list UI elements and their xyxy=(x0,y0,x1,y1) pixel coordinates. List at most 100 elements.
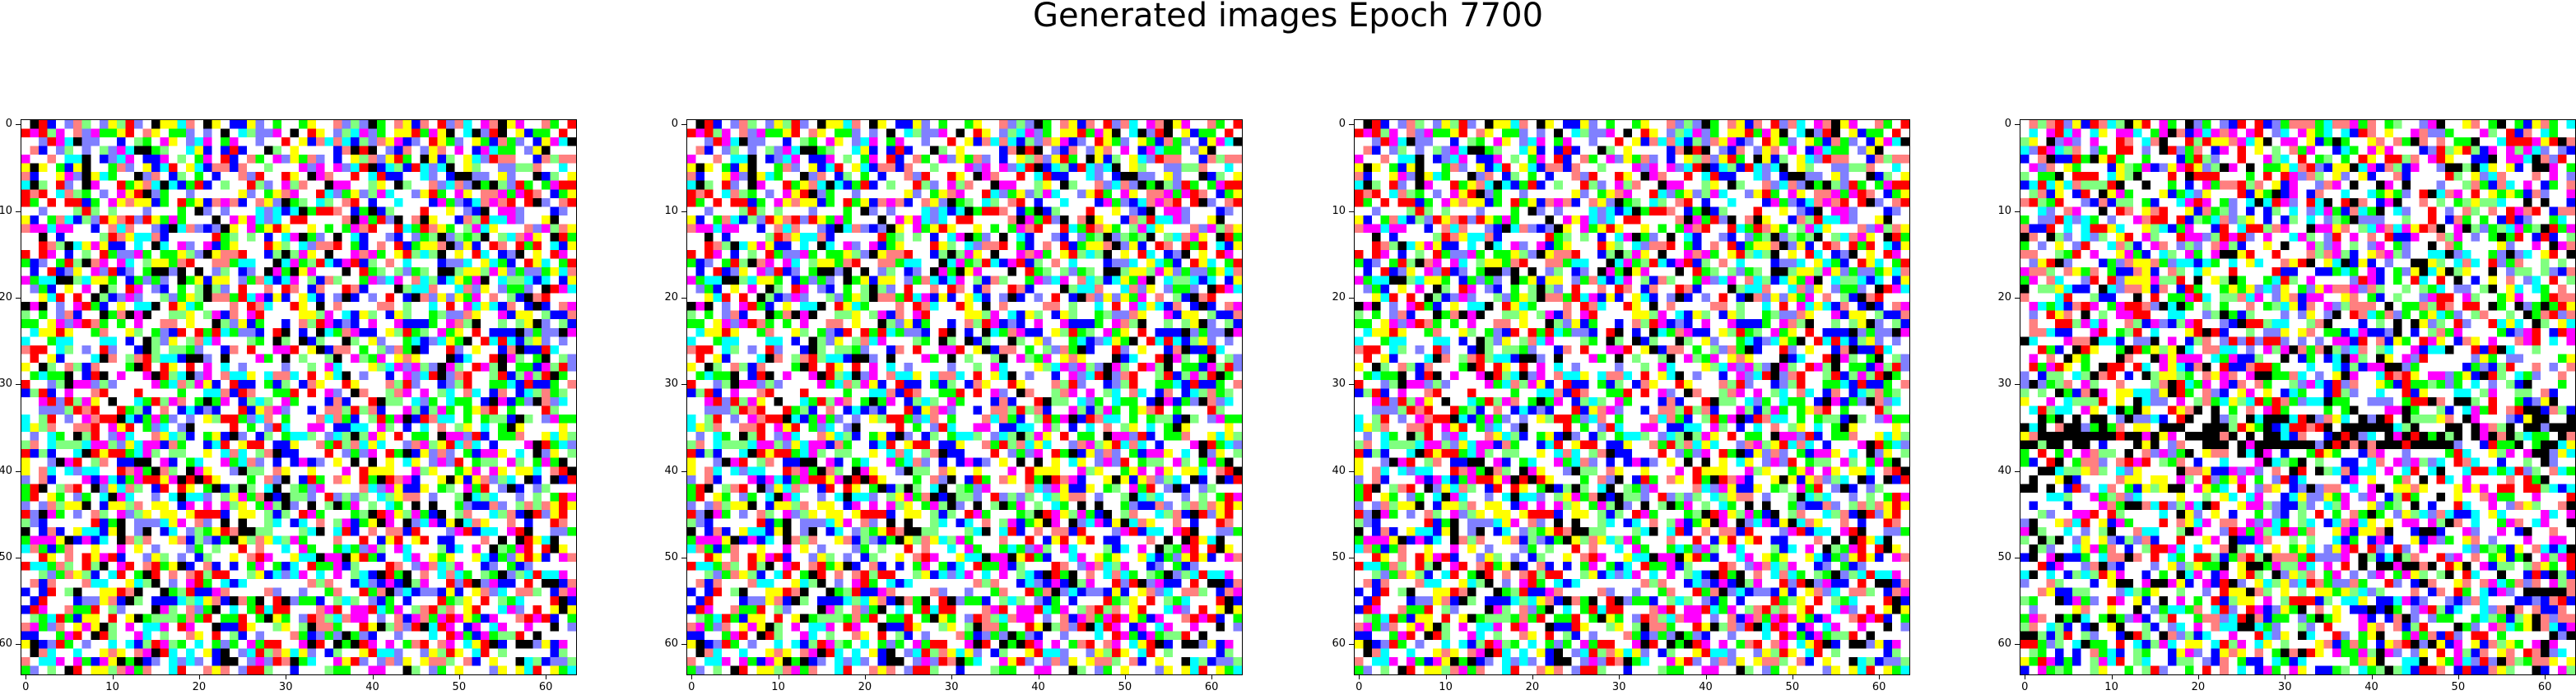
generated-image xyxy=(21,120,576,674)
y-tick-mark xyxy=(1349,644,1354,646)
x-tick-label: 60 xyxy=(1204,681,1219,693)
y-tick-label: 30 xyxy=(1997,378,2011,391)
x-tick-mark xyxy=(864,674,866,679)
x-tick-mark xyxy=(1705,674,1707,679)
y-tick-label: 0 xyxy=(5,118,12,131)
y-tick-mark xyxy=(2015,124,2020,126)
y-tick-label: 10 xyxy=(1332,204,1346,217)
x-tick-label: 20 xyxy=(192,681,207,693)
x-tick-mark xyxy=(1619,674,1620,679)
image-panel-1: 0 10 20 30 40 50 60 0 10 20 30 40 50 60 xyxy=(0,118,577,693)
y-tick-mark xyxy=(2015,470,2020,472)
y-tick-mark xyxy=(16,297,21,299)
y-tick-label: 20 xyxy=(1332,290,1346,303)
y-tick-label: 30 xyxy=(664,378,678,391)
x-tick-mark xyxy=(951,674,953,679)
x-tick-mark xyxy=(112,674,114,679)
y-tick-label: 20 xyxy=(664,290,678,303)
y-tick-label: 40 xyxy=(664,464,678,477)
x-tick-label: 40 xyxy=(1699,681,1713,693)
y-tick-mark xyxy=(2015,644,2020,646)
x-tick-mark xyxy=(2197,674,2199,679)
x-tick-mark xyxy=(1879,674,1881,679)
y-tick-mark xyxy=(1349,384,1354,386)
x-tick-mark xyxy=(2111,674,2113,679)
generated-image xyxy=(687,120,1242,674)
x-tick-mark xyxy=(2371,674,2373,679)
x-tick-label: 50 xyxy=(2451,681,2466,693)
x-tick-label: 40 xyxy=(2364,681,2378,693)
y-tick-mark xyxy=(681,124,686,126)
x-tick-label: 10 xyxy=(105,681,119,693)
y-tick-label: 10 xyxy=(664,204,678,217)
y-tick-label: 40 xyxy=(1997,464,2011,477)
x-tick-label: 60 xyxy=(1872,681,1886,693)
x-tick-label: 60 xyxy=(2537,681,2552,693)
x-tick-label: 10 xyxy=(1439,681,1453,693)
y-tick-label: 10 xyxy=(1997,204,2011,217)
y-tick-label: 60 xyxy=(0,637,12,651)
x-tick-label: 20 xyxy=(1525,681,1540,693)
y-tick-mark xyxy=(681,384,686,386)
x-tick-mark xyxy=(2545,674,2546,679)
x-tick-label: 10 xyxy=(2104,681,2118,693)
x-tick-label: 60 xyxy=(538,681,553,693)
y-tick-label: 50 xyxy=(1332,550,1346,563)
y-tick-label: 60 xyxy=(664,637,678,651)
generated-image xyxy=(1355,120,1909,674)
x-tick-label: 10 xyxy=(771,681,785,693)
image-panel-3: 0 10 20 30 40 50 60 0 10 20 30 40 50 60 xyxy=(1332,118,1910,693)
y-tick-mark xyxy=(2015,384,2020,386)
x-tick-label: 20 xyxy=(858,681,872,693)
y-tick-label: 30 xyxy=(1332,378,1346,391)
x-tick-label: 50 xyxy=(452,681,467,693)
x-tick-label: 30 xyxy=(1611,681,1626,693)
y-tick-label: 0 xyxy=(671,118,678,131)
x-tick-label: 0 xyxy=(2021,681,2029,693)
y-tick-mark xyxy=(1349,470,1354,472)
y-tick-label: 60 xyxy=(1332,637,1346,651)
y-tick-mark xyxy=(681,644,686,646)
x-tick-label: 30 xyxy=(2277,681,2292,693)
x-tick-mark xyxy=(2457,674,2459,679)
y-tick-label: 50 xyxy=(1997,550,2011,563)
image-panel-2: 0 10 20 30 40 50 60 0 10 20 30 40 50 60 xyxy=(664,118,1243,693)
y-tick-label: 0 xyxy=(1338,118,1346,131)
y-tick-mark xyxy=(1349,211,1354,212)
y-tick-label: 60 xyxy=(1997,637,2011,651)
y-tick-label: 40 xyxy=(0,464,12,477)
x-tick-label: 0 xyxy=(1355,681,1363,693)
figure-title: Generated images Epoch 7700 xyxy=(1032,0,1544,35)
x-tick-mark xyxy=(458,674,460,679)
y-tick-mark xyxy=(1349,297,1354,299)
y-tick-mark xyxy=(16,384,21,386)
y-tick-mark xyxy=(16,644,21,646)
x-tick-mark xyxy=(1532,674,1533,679)
x-tick-label: 0 xyxy=(22,681,30,693)
image-panel-4: 0 10 20 30 40 50 60 0 10 20 30 40 50 60 xyxy=(1997,118,2576,693)
y-tick-mark xyxy=(1349,124,1354,126)
y-tick-mark xyxy=(681,470,686,472)
x-tick-mark xyxy=(1211,674,1213,679)
x-tick-mark xyxy=(372,674,374,679)
y-tick-mark xyxy=(2015,297,2020,299)
y-tick-mark xyxy=(16,211,21,212)
y-tick-label: 50 xyxy=(0,550,12,563)
y-tick-mark xyxy=(2015,211,2020,212)
y-tick-label: 30 xyxy=(0,378,12,391)
x-tick-label: 40 xyxy=(365,681,379,693)
x-tick-label: 40 xyxy=(1031,681,1045,693)
x-tick-mark xyxy=(1124,674,1126,679)
x-tick-label: 0 xyxy=(688,681,695,693)
x-tick-label: 20 xyxy=(2191,681,2206,693)
x-tick-label: 50 xyxy=(1785,681,1800,693)
generated-image xyxy=(2020,120,2575,674)
y-tick-label: 10 xyxy=(0,204,12,217)
y-tick-label: 20 xyxy=(0,290,12,303)
x-tick-label: 30 xyxy=(944,681,959,693)
x-tick-label: 50 xyxy=(1118,681,1132,693)
y-tick-label: 40 xyxy=(1332,464,1346,477)
y-tick-mark xyxy=(16,124,21,126)
x-tick-mark xyxy=(198,674,200,679)
y-tick-mark xyxy=(16,470,21,472)
